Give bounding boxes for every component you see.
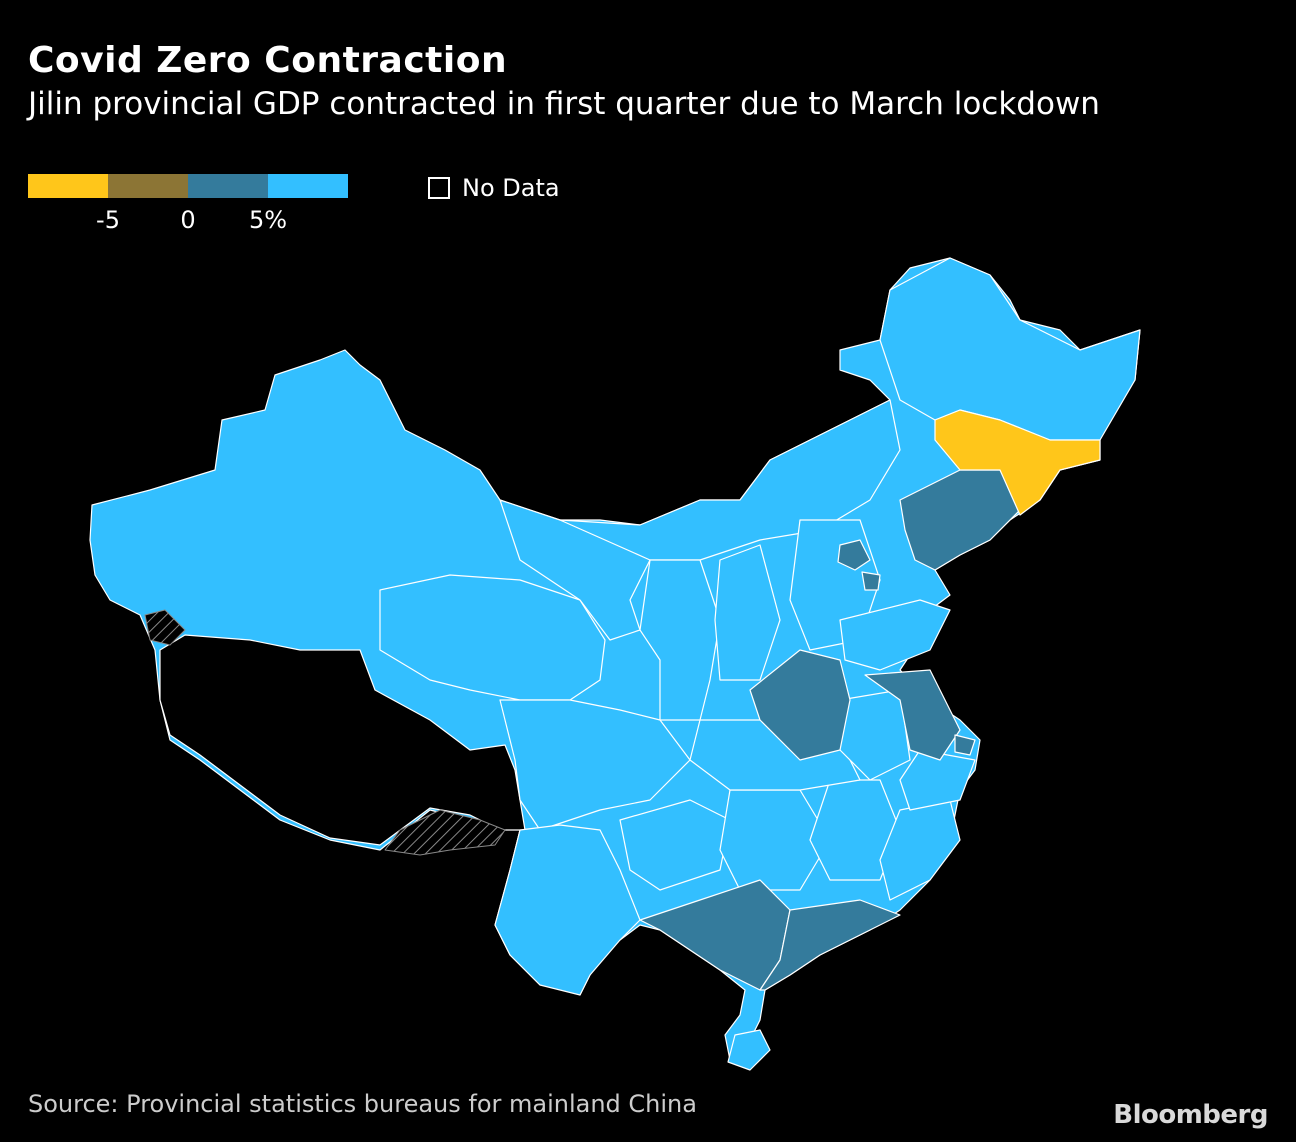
no-data-swatch [428, 177, 450, 199]
region-shandong [839, 599, 951, 671]
region-disputed-south [384, 809, 506, 856]
legend-swatch-4 [268, 174, 348, 198]
region-shanghai [954, 734, 976, 756]
region-shaanxi [639, 559, 721, 721]
region-jiangxi [809, 779, 901, 881]
legend-swatch-3 [188, 174, 268, 198]
legend-tick-5: 5% [248, 206, 288, 234]
region-jiangsu [864, 669, 961, 761]
legend-tick-0: 0 [180, 206, 196, 234]
region-hainan [727, 1029, 771, 1071]
region-zhejiang [899, 749, 976, 811]
region-beijing [837, 539, 871, 571]
region-shanxi [714, 544, 781, 681]
legend-tick-neg5: -5 [96, 206, 120, 234]
region-guizhou [619, 799, 731, 891]
legend-no-data: No Data [428, 174, 560, 202]
legend-swatch-2 [108, 174, 188, 198]
region-jilin [934, 409, 1101, 516]
region-sichuan [499, 699, 691, 831]
bloomberg-logo: Bloomberg [1113, 1100, 1268, 1130]
no-data-label: No Data [462, 174, 560, 202]
source-note: Source: Provincial statistics bureaus fo… [28, 1090, 697, 1118]
chart-title: Covid Zero Contraction [28, 40, 508, 81]
chart-subtitle: Jilin provincial GDP contracted in first… [28, 86, 1100, 122]
region-guangdong [759, 899, 901, 991]
region-tianjin [861, 571, 881, 591]
region-qinghai [379, 574, 606, 701]
china-map [89, 257, 1141, 1071]
region-henan [749, 649, 851, 761]
region-disputed-west [144, 609, 186, 646]
legend-swatch-1 [28, 174, 108, 198]
region-yunnan [494, 824, 641, 996]
legend-color-scale [28, 174, 348, 198]
legend: -5 0 5% No Data [28, 174, 628, 244]
